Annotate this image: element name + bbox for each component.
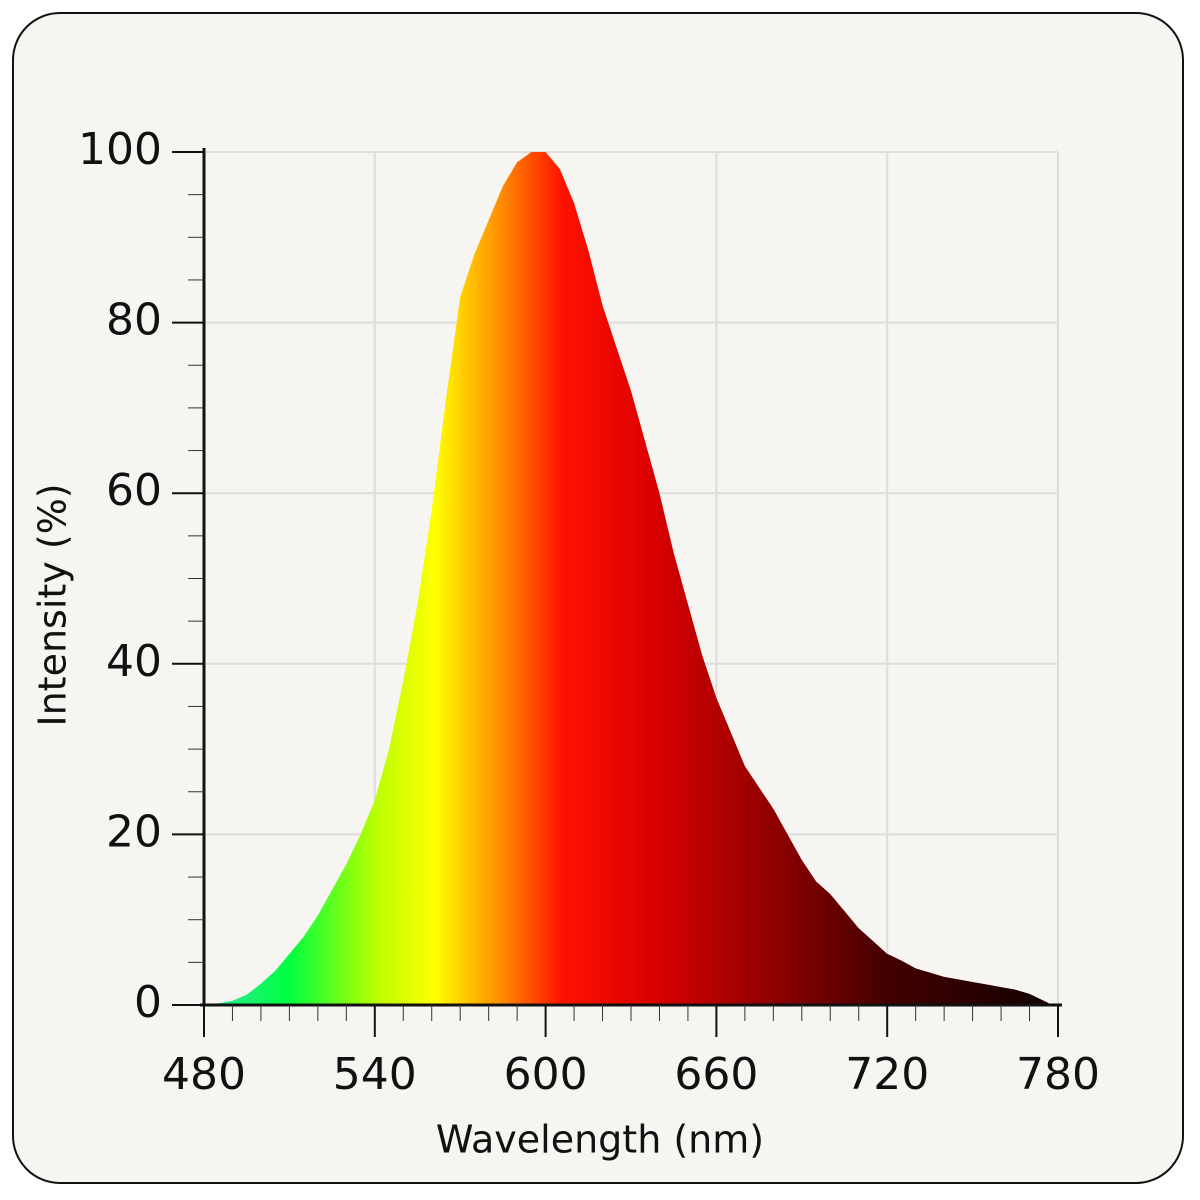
y-tick-label: 100 <box>78 124 162 175</box>
x-tick-label: 540 <box>333 1049 417 1100</box>
x-tick-label: 600 <box>504 1049 588 1100</box>
y-tick-label: 60 <box>106 465 162 516</box>
x-axis-label: Wavelength (nm) <box>436 1118 764 1162</box>
y-tick-label: 40 <box>106 636 162 687</box>
spectrum-area <box>204 152 1053 1005</box>
y-tick-label: 20 <box>106 806 162 857</box>
x-tick-label: 780 <box>1016 1049 1100 1100</box>
x-tick-label: 720 <box>845 1049 929 1100</box>
y-tick-label: 0 <box>134 977 162 1028</box>
y-tick-label: 80 <box>106 295 162 346</box>
y-axis-label: Intensity (%) <box>31 483 75 726</box>
x-tick-label: 660 <box>674 1049 758 1100</box>
x-tick-label: 480 <box>162 1049 246 1100</box>
